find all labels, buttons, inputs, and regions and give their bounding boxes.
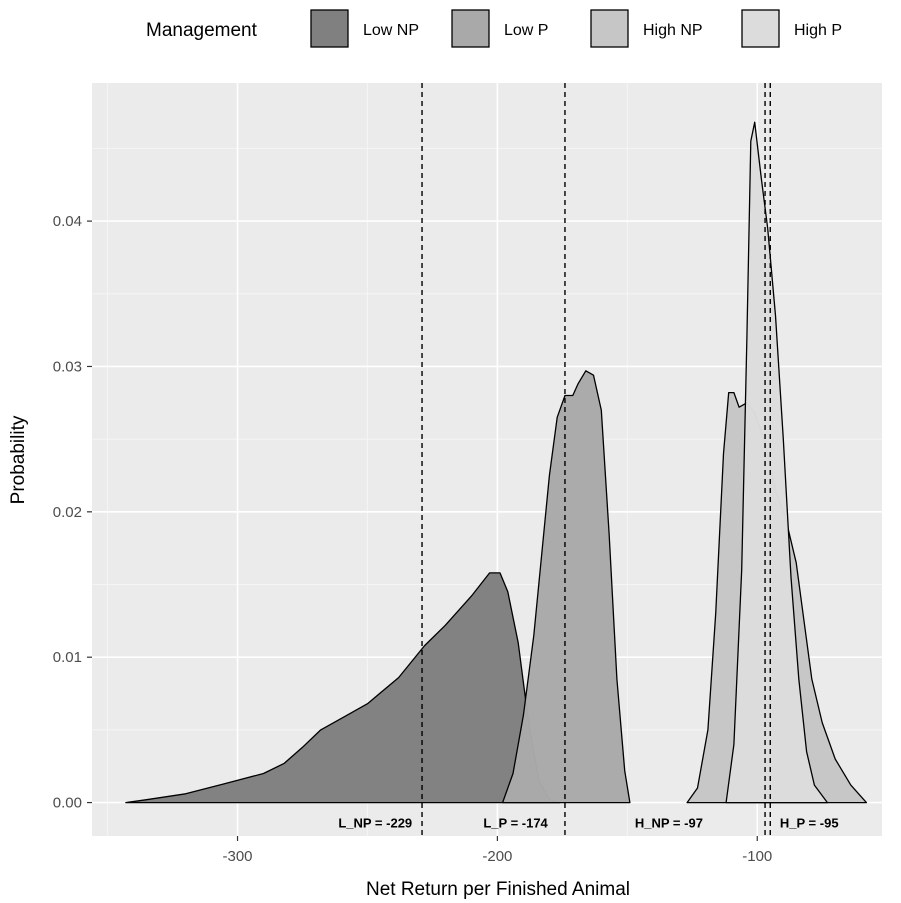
x-axis: -300 -200 -100 [223, 836, 772, 865]
y-tick-label: 0.00 [53, 795, 82, 812]
mean-label-1: L_NP = -229 [338, 816, 412, 831]
legend-key-4 [741, 9, 780, 48]
x-axis-title: Net Return per Finished Animal [366, 879, 630, 900]
legend-key-2 [451, 9, 490, 48]
legend-key-3 [590, 9, 629, 48]
legend-label-4: High P [794, 22, 842, 39]
legend-label-3: High NP [643, 22, 703, 39]
y-axis-title: Probability [8, 415, 29, 504]
y-axis: 0.00 0.01 0.02 0.03 0.04 [53, 213, 92, 812]
legend-label-1: Low NP [363, 22, 419, 39]
y-tick-label: 0.02 [53, 504, 82, 521]
mean-label-4: H_P = -95 [780, 816, 839, 831]
x-tick-label: -100 [742, 848, 772, 865]
density-area-4 [725, 121, 829, 804]
legend-key-1 [310, 9, 349, 48]
density-area-2 [501, 370, 631, 804]
legend: Management Low NP Low P High NP High P [146, 9, 842, 48]
x-tick-label: -200 [482, 848, 512, 865]
y-tick-label: 0.03 [53, 358, 82, 375]
mean-labels: L_NP = -229 L_P = -174 H_NP = -97 H_P = -95 [338, 816, 838, 831]
density-areas [125, 121, 868, 804]
legend-label-2: Low P [504, 22, 548, 39]
y-tick-label: 0.04 [53, 213, 82, 230]
legend-title: Management [146, 20, 258, 41]
x-tick-label: -300 [223, 848, 253, 865]
y-tick-label: 0.01 [53, 649, 82, 666]
mean-label-2: L_P = -174 [483, 816, 548, 831]
mean-label-3: H_NP = -97 [635, 816, 703, 831]
